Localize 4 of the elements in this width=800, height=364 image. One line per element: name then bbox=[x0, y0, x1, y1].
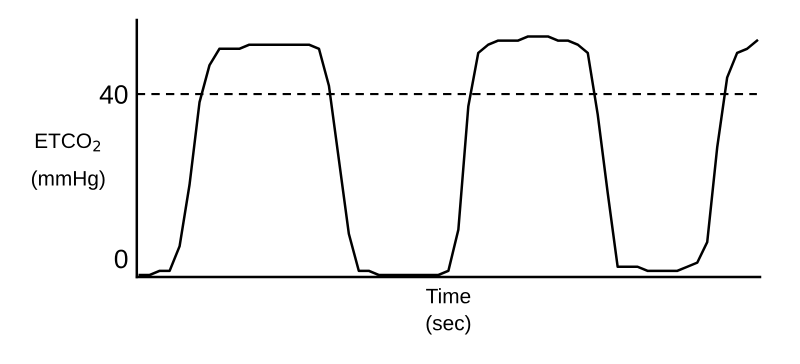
y-tick-label: 0 bbox=[114, 250, 128, 268]
y-tick-label: 40 bbox=[100, 85, 128, 104]
text: ETCO$_{2}$ (mmHg) bbox=[32, 133, 105, 190]
x-axis-title: Time (sec) bbox=[426, 288, 470, 334]
